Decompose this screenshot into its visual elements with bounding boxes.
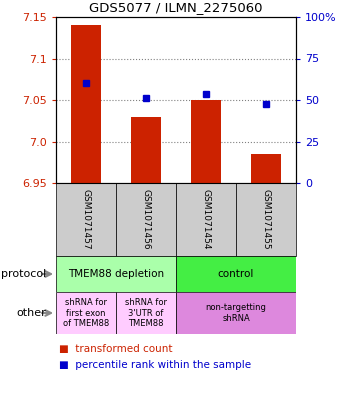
Bar [116, 292, 176, 334]
Text: TMEM88 depletion: TMEM88 depletion [68, 269, 164, 279]
Text: ■  percentile rank within the sample: ■ percentile rank within the sample [59, 360, 252, 369]
Bar [56, 292, 116, 334]
Bar [131, 117, 161, 183]
Text: GSM1071455: GSM1071455 [261, 189, 271, 250]
Bar [176, 183, 236, 256]
Bar [56, 256, 176, 292]
Bar [176, 292, 296, 334]
Text: non-targetting
shRNA: non-targetting shRNA [206, 303, 267, 323]
Text: GSM1071457: GSM1071457 [82, 189, 90, 250]
Bar [191, 100, 221, 183]
Bar [236, 183, 296, 256]
Bar [251, 154, 281, 183]
Text: other: other [16, 308, 46, 318]
Text: GSM1071454: GSM1071454 [202, 189, 210, 250]
Bar [71, 25, 101, 183]
Text: protocol: protocol [1, 269, 46, 279]
Text: shRNA for
first exon
of TMEM88: shRNA for first exon of TMEM88 [63, 298, 109, 328]
Bar [116, 183, 176, 256]
Bar [176, 256, 296, 292]
Text: ■  transformed count: ■ transformed count [59, 344, 173, 354]
Bar [56, 183, 116, 256]
Text: shRNA for
3'UTR of
TMEM88: shRNA for 3'UTR of TMEM88 [125, 298, 167, 328]
Text: GSM1071456: GSM1071456 [141, 189, 151, 250]
Text: control: control [218, 269, 254, 279]
Title: GDS5077 / ILMN_2275060: GDS5077 / ILMN_2275060 [89, 2, 263, 15]
